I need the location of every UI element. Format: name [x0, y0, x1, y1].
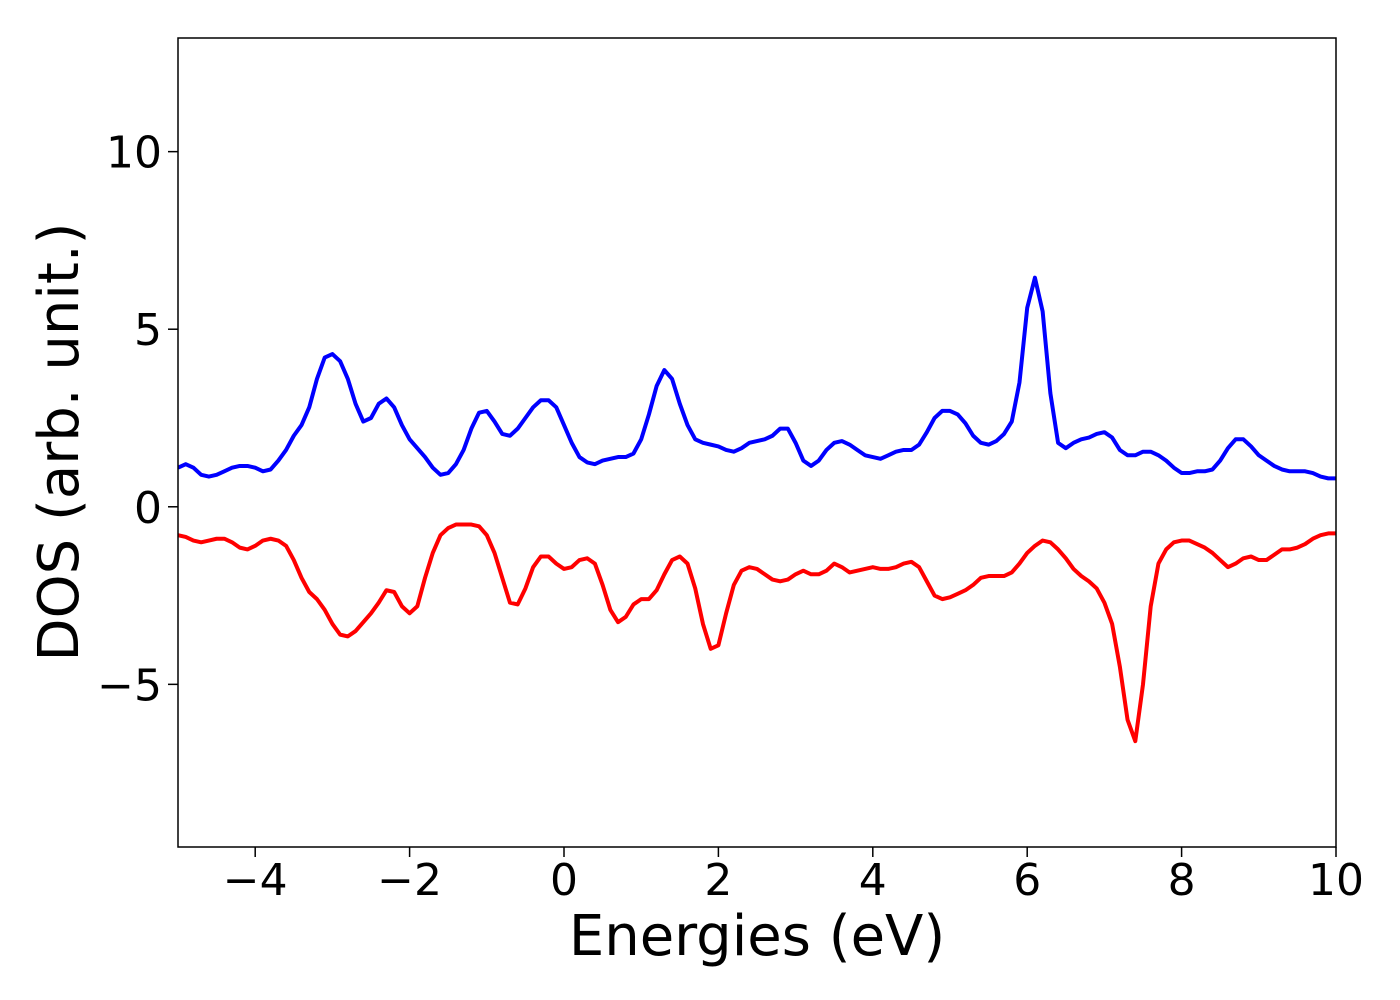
- dos-line: [178, 522, 1336, 744]
- y-tick-label: 5: [134, 305, 162, 356]
- x-tick-label: 0: [550, 855, 578, 906]
- y-tick-label: 10: [106, 128, 162, 179]
- x-tick-label: −4: [223, 855, 288, 906]
- x-tick-label: 8: [1168, 855, 1196, 906]
- y-tick-label: −5: [97, 660, 162, 711]
- x-tick-label: 6: [1013, 855, 1041, 906]
- x-tick-label: 4: [859, 855, 887, 906]
- x-tick-label: 10: [1308, 855, 1364, 906]
- dos-line: [178, 275, 1336, 481]
- x-tick-label: −2: [377, 855, 442, 906]
- x-tick-label: 2: [704, 855, 732, 906]
- y-axis-label: DOS (arb. unit.): [27, 222, 92, 661]
- y-tick-label: 0: [134, 483, 162, 534]
- x-axis-label: Energies (eV): [569, 904, 945, 969]
- plot-frame: [177, 37, 1337, 848]
